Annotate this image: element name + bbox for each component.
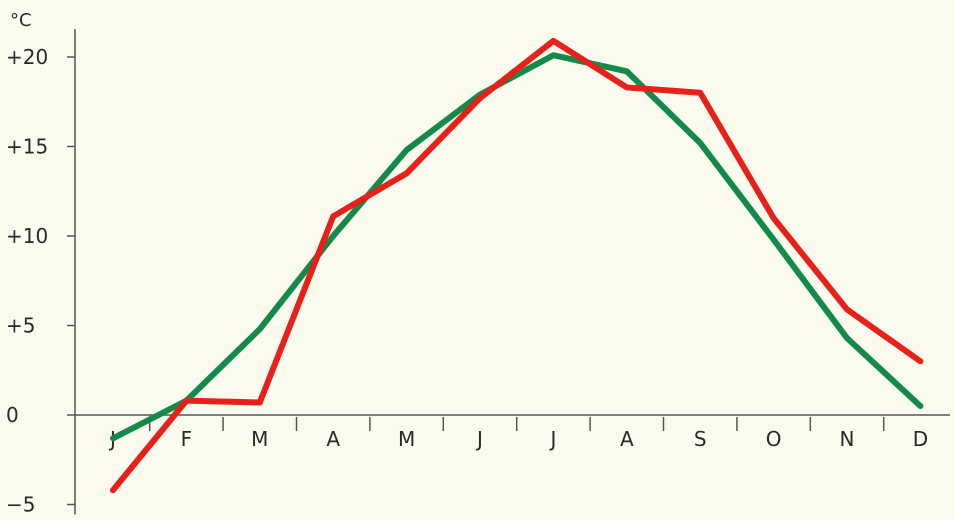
y-tick-label: +10 bbox=[6, 224, 48, 248]
x-tick-label: J bbox=[548, 427, 556, 451]
x-tick-label: A bbox=[620, 427, 634, 451]
series-lines bbox=[110, 37, 924, 494]
x-tick-label: A bbox=[326, 427, 340, 451]
series-line bbox=[110, 37, 924, 494]
x-tick-label: M bbox=[251, 427, 268, 451]
series-line bbox=[110, 52, 924, 442]
x-tick-label: O bbox=[766, 427, 782, 451]
y-tick-label: +5 bbox=[6, 314, 35, 338]
y-tick-label: −5 bbox=[6, 493, 35, 517]
y-axis-ticks: +20 +15 +10 +5 0 −5 bbox=[6, 45, 75, 517]
x-tick-label: S bbox=[694, 427, 707, 451]
x-tick-label: D bbox=[913, 427, 928, 451]
x-tick-label: N bbox=[840, 427, 855, 451]
x-tick-label: J bbox=[475, 427, 483, 451]
y-tick-label: +20 bbox=[6, 45, 48, 69]
y-axis-unit-label: °C bbox=[10, 10, 32, 31]
x-tick-label: F bbox=[181, 427, 193, 451]
y-tick-label: 0 bbox=[6, 403, 19, 427]
y-tick-label: +15 bbox=[6, 135, 48, 159]
x-tick-label: M bbox=[398, 427, 415, 451]
